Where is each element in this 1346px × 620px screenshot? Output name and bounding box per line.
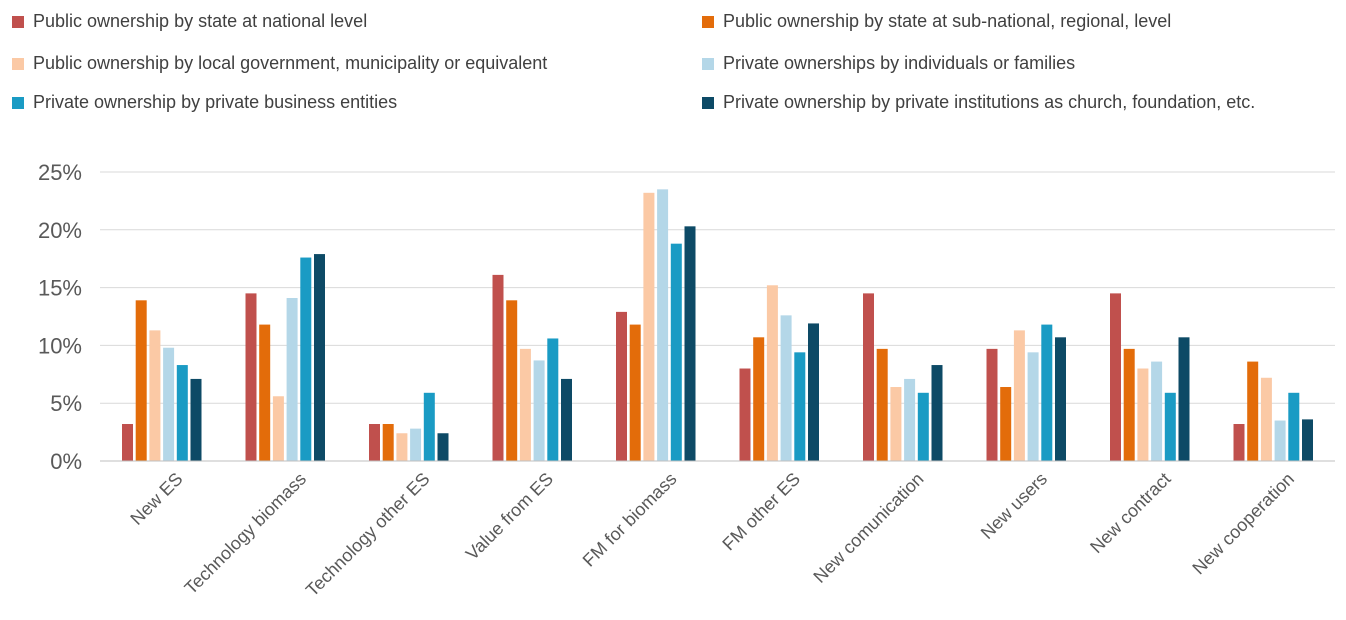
bar — [190, 378, 202, 461]
legend-swatch — [702, 15, 714, 28]
legend-swatch — [12, 15, 24, 28]
bar — [643, 192, 655, 462]
bar — [766, 285, 778, 461]
bar — [396, 433, 408, 461]
legend-label: Private ownership by private institution… — [723, 92, 1256, 112]
bar — [300, 257, 312, 461]
bar — [314, 254, 325, 461]
bar — [890, 387, 902, 461]
bar — [1013, 330, 1025, 461]
bar — [1247, 361, 1259, 461]
bar — [808, 323, 819, 461]
legend-swatch — [702, 57, 714, 70]
bar — [986, 348, 998, 461]
x-tick-label: New contract — [1086, 469, 1174, 557]
bar — [382, 424, 394, 461]
bar — [1110, 293, 1121, 461]
bar — [917, 392, 929, 461]
bar — [259, 324, 271, 461]
bar — [1137, 368, 1149, 461]
bar — [135, 300, 147, 461]
bar — [794, 352, 806, 461]
x-tick-label: New users — [977, 469, 1051, 543]
bar — [1302, 419, 1313, 461]
bar — [533, 360, 545, 461]
bar — [1288, 392, 1300, 461]
legend-swatch — [12, 57, 24, 70]
bar — [1233, 424, 1245, 461]
bar — [1000, 387, 1012, 461]
x-tick-label: New cooperation — [1188, 469, 1298, 579]
bar — [423, 392, 435, 461]
bar — [780, 315, 792, 461]
bar — [684, 226, 696, 461]
bar — [122, 424, 133, 461]
bar — [863, 293, 874, 461]
legend-item: Private ownership by private business en… — [12, 92, 397, 113]
bar — [670, 243, 682, 461]
legend-item: Private ownership by private institution… — [702, 92, 1255, 113]
bar — [1178, 337, 1190, 461]
y-tick-label: 20% — [38, 218, 82, 243]
y-tick-label: 5% — [50, 391, 82, 416]
y-tick-label: 10% — [38, 333, 82, 358]
bar — [616, 311, 627, 461]
bar — [245, 293, 257, 461]
bar — [369, 424, 380, 461]
legend-label: Public ownership by state at sub-nationa… — [723, 11, 1172, 31]
x-tick-label: FM for biomass — [579, 469, 681, 571]
bar — [561, 378, 572, 461]
y-tick-label: 15% — [38, 276, 82, 301]
bar — [1151, 361, 1163, 461]
legend-item: Private ownerships by individuals or fam… — [702, 53, 1075, 74]
x-tick-label: New ES — [126, 469, 186, 529]
bar — [519, 348, 531, 461]
legend-label: Private ownerships by individuals or fam… — [723, 53, 1076, 73]
bar — [547, 338, 559, 461]
x-tick-label: Value from ES — [462, 469, 557, 564]
bar — [410, 428, 422, 461]
bar — [1041, 324, 1053, 461]
legend-label: Public ownership by state at national le… — [33, 11, 368, 31]
legend: Public ownership by state at national le… — [0, 0, 1346, 130]
bar — [437, 433, 449, 461]
bar — [176, 365, 188, 461]
legend-item: Public ownership by state at national le… — [12, 11, 367, 32]
bar — [506, 300, 518, 461]
legend-item: Public ownership by state at sub-nationa… — [702, 11, 1171, 32]
bar — [163, 347, 175, 461]
bar — [657, 189, 669, 461]
bar — [753, 337, 765, 461]
legend-label: Private ownership by private business en… — [33, 92, 398, 112]
bar — [149, 330, 161, 461]
bar — [904, 378, 916, 461]
bar — [629, 324, 641, 461]
x-tick-label: Technology biomass — [181, 469, 310, 598]
bar — [1260, 377, 1272, 461]
x-tick-label: New comunication — [809, 469, 927, 587]
legend-label: Public ownership by local government, mu… — [33, 53, 548, 73]
bar — [272, 396, 284, 461]
legend-swatch — [702, 96, 714, 109]
bar — [492, 274, 504, 461]
bar — [1164, 392, 1176, 461]
bar — [931, 365, 943, 461]
bar — [876, 348, 888, 461]
bar — [1027, 352, 1039, 461]
legend-swatch — [12, 96, 24, 109]
bar — [739, 368, 751, 461]
bar — [1274, 420, 1286, 461]
x-tick-label: Technology other ES — [302, 469, 434, 601]
legend-item: Public ownership by local government, mu… — [12, 53, 547, 74]
y-tick-label: 0% — [50, 449, 82, 474]
x-tick-label: FM other ES — [718, 469, 804, 555]
bar — [1123, 348, 1135, 461]
y-tick-label: 25% — [38, 160, 82, 185]
bar — [1055, 337, 1066, 461]
bar — [286, 298, 298, 461]
